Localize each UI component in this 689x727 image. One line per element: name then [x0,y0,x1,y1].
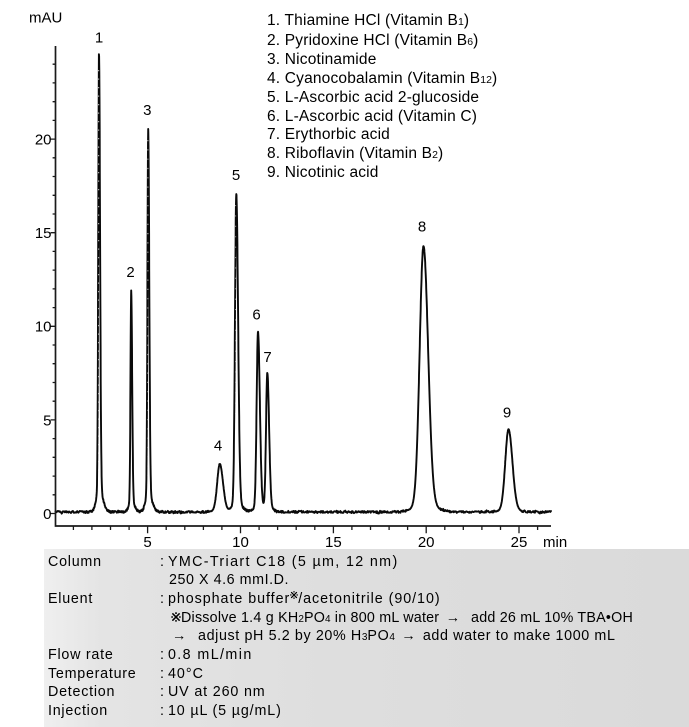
svg-text:8: 8 [418,219,426,236]
svg-text:25: 25 [511,534,528,549]
svg-text:mAU: mAU [29,9,62,26]
svg-text:0: 0 [43,506,51,523]
svg-text:10: 10 [232,534,249,549]
svg-text:20: 20 [418,534,435,549]
svg-text:7: 7 [263,349,271,366]
svg-text:15: 15 [35,225,52,242]
svg-text:4: 4 [214,438,222,455]
svg-text:6: 6 [252,307,260,324]
svg-text:3: 3 [143,102,151,119]
svg-text:2: 2 [126,264,134,281]
svg-text:1: 1 [95,30,103,47]
svg-text:15: 15 [325,534,342,549]
svg-text:20: 20 [35,132,52,149]
svg-text:10: 10 [35,319,52,336]
svg-text:5: 5 [232,167,240,184]
svg-text:9: 9 [503,405,511,422]
svg-text:min: min [543,534,567,549]
svg-text:5: 5 [143,534,151,549]
svg-text:5: 5 [43,412,51,429]
